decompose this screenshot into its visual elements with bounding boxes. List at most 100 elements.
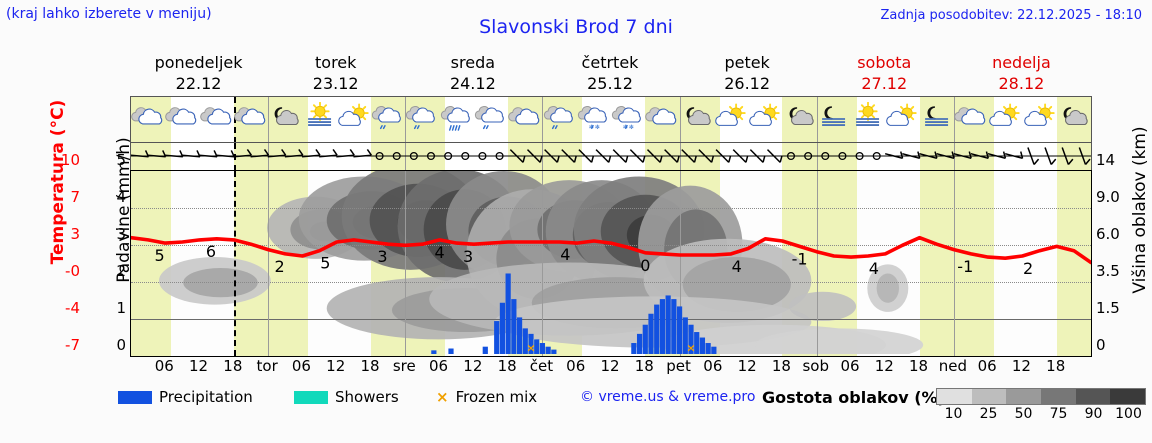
legend-precipitation: Precipitation <box>118 388 253 406</box>
x-tick-label: 12 <box>1011 357 1031 375</box>
frozen-mix-markers: × × <box>526 342 695 354</box>
cloud-drizzle-icon <box>405 102 439 136</box>
precipitation-swatch <box>118 390 152 404</box>
temperature-axis-ticks: 10 7 3 -0 -4 -7 <box>40 151 80 355</box>
x-tick-label: 12 <box>463 357 483 375</box>
svg-text:✻: ✻ <box>595 124 600 131</box>
cloud-drizzle-icon <box>371 102 405 136</box>
sun-cloud-icon <box>988 102 1022 136</box>
x-tick-label: 12 <box>737 357 757 375</box>
x-tick-label: ned <box>938 357 967 375</box>
temperature-line <box>131 235 1091 265</box>
wind-barbs <box>131 147 1091 165</box>
day-header-5: petek 26.12 <box>679 52 816 94</box>
day-header-3: sreda 24.12 <box>404 52 541 94</box>
x-tick-label: 12 <box>189 357 209 375</box>
copyright-link[interactable]: © vreme.us & vreme.pro <box>580 389 756 405</box>
svg-text:5: 5 <box>320 254 330 273</box>
meteogram-plot: × × 5 6 2 5 3 4 3 4 0 4 -1 4 -1 2 <box>130 170 1092 357</box>
weather-icon-row: ✻ ✻ ✻ ✻ <box>130 96 1092 143</box>
chart-legend: Precipitation Showers × Frozen mix © vre… <box>118 388 1148 422</box>
moon-cloud-icon <box>680 102 714 136</box>
night-band <box>816 143 857 171</box>
current-time-marker <box>233 171 236 356</box>
svg-text:-1: -1 <box>792 249 808 268</box>
day-date: 24.12 <box>449 74 496 93</box>
moon-cloud-icon <box>1057 102 1091 136</box>
day-gridline <box>816 97 818 143</box>
svg-text:4: 4 <box>732 257 742 276</box>
frozen-mix-icon: × <box>436 388 449 406</box>
cloud-density-step <box>971 389 1007 404</box>
day-date: 25.12 <box>587 74 633 93</box>
moon-fog-icon <box>817 102 851 136</box>
cloud-density-value: 10 <box>944 406 963 422</box>
cloud-snow-icon: ✻ ✻ <box>577 102 611 136</box>
cloud-density-value: 75 <box>1049 406 1068 422</box>
day-date: 26.12 <box>724 74 771 93</box>
precipitation-tick: 4 <box>116 188 126 206</box>
legend-frozen-mix: × Frozen mix <box>436 388 537 406</box>
x-tick-label: 18 <box>909 357 929 375</box>
night-band <box>816 171 857 356</box>
svg-text:5: 5 <box>154 246 164 265</box>
svg-text:4: 4 <box>869 259 879 278</box>
current-time-marker <box>233 97 236 143</box>
svg-text:4: 4 <box>560 245 570 264</box>
x-tick-label: 06 <box>154 357 174 375</box>
day-header-1: ponedeljek 22.12 <box>130 52 267 94</box>
sun-cloud-icon <box>714 102 748 136</box>
day-name: petek <box>724 53 770 72</box>
cloud-height-tick: 6.0 <box>1096 225 1120 243</box>
day-gridline <box>542 171 544 356</box>
cloud-density-title: Gostota oblakov (%) <box>762 388 945 407</box>
moon-cloud-icon <box>783 102 817 136</box>
precipitation-tick: 0 <box>116 336 126 354</box>
svg-text:✻: ✻ <box>623 124 628 131</box>
cloud-height-tick: 9.0 <box>1096 188 1120 206</box>
cloud-density-gradient <box>936 388 1146 405</box>
day-name: ponedeljek <box>154 53 243 72</box>
x-tick-label: 06 <box>291 357 311 375</box>
moon-fog-icon <box>920 102 954 136</box>
location-menu-note[interactable]: (kraj lahko izberete v meniju) <box>6 6 212 22</box>
cloudy-icon <box>131 102 165 136</box>
legend-showers-label: Showers <box>335 388 399 406</box>
svg-text:2: 2 <box>1023 259 1033 278</box>
day-gridline <box>405 171 407 356</box>
day-gridline <box>816 171 818 356</box>
cloud-density-step <box>1110 389 1146 404</box>
legend-precipitation-label: Precipitation <box>159 388 253 406</box>
x-tick-label: sob <box>802 357 829 375</box>
temperature-tick: 10 <box>60 151 80 169</box>
x-tick-label: 18 <box>360 357 380 375</box>
svg-text:3: 3 <box>377 247 387 266</box>
last-update-label: Zadnja posodobitev: 22.12.2025 - 18:10 <box>880 8 1142 23</box>
cloudy-icon <box>645 102 679 136</box>
x-tick-label: 06 <box>977 357 997 375</box>
svg-text:4: 4 <box>434 243 444 262</box>
day-gridline <box>953 97 955 143</box>
day-date: 28.12 <box>998 74 1045 93</box>
cloud-density-values: 10 25 50 75 90 100 <box>936 406 1146 422</box>
day-name: sreda <box>450 53 496 72</box>
day-header-6: sobota 27.12 <box>816 52 953 94</box>
legend-showers: Showers <box>294 388 399 406</box>
series-layer: × ×5 62 5 3 4 3 40 4 -14 -1 2 <box>131 235 1091 354</box>
svg-text:✻: ✻ <box>629 124 634 131</box>
svg-text:2: 2 <box>274 257 284 276</box>
day-gridline <box>268 97 270 143</box>
day-gridline <box>679 143 681 171</box>
x-tick-label: tor <box>256 357 278 375</box>
precipitation-tick: 1 <box>116 299 126 317</box>
day-name: četrtek <box>581 53 639 72</box>
sun-cloud-icon <box>748 102 782 136</box>
x-tick-label: pet <box>666 357 691 375</box>
day-gridline <box>405 143 407 171</box>
svg-text:0: 0 <box>640 256 650 275</box>
cloudy-icon <box>165 102 199 136</box>
cloud-density-step <box>1075 389 1111 404</box>
showers-swatch <box>294 390 328 404</box>
cloud-drizzle-icon <box>474 102 508 136</box>
x-tick-label: 06 <box>840 357 860 375</box>
